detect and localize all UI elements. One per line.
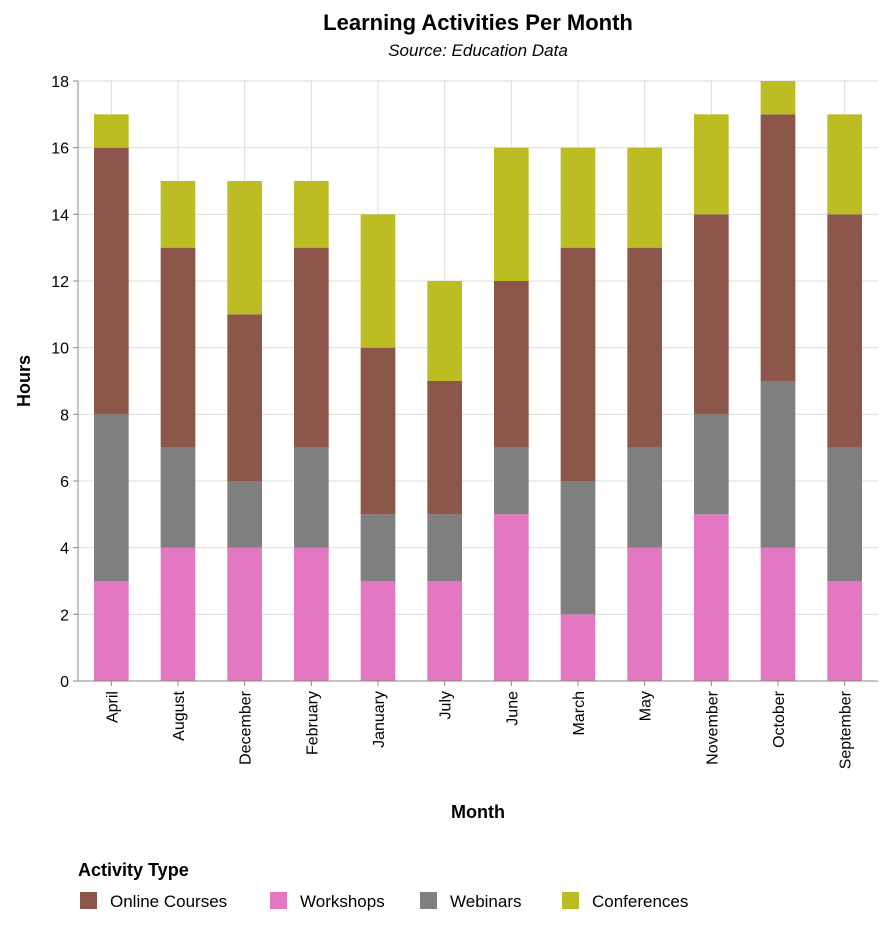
bar-workshops-january [360, 581, 396, 681]
x-axis-title: Month [451, 802, 505, 822]
bar-workshops-september [827, 581, 862, 681]
axes: 0 2 4 6 8 10 12 14 16 18 April August December Februa… [51, 74, 878, 769]
legend-label: Online Courses [110, 892, 227, 911]
x-tick-label: August [171, 690, 188, 740]
bar-online-courses-may [627, 247, 662, 448]
bar-conferences-october [760, 81, 796, 115]
bar-online-courses-august [160, 247, 196, 448]
bar-webinars-march [560, 481, 596, 615]
bar-workshops-october [760, 547, 796, 681]
x-tick-label: June [504, 691, 521, 726]
legend-swatch [80, 892, 97, 909]
bar-online-courses-april [94, 147, 129, 415]
x-tick-label: May [638, 691, 655, 721]
bar-workshops-april [94, 581, 129, 681]
y-tick-label: 4 [60, 541, 69, 558]
bar-workshops-march [560, 614, 596, 681]
bar-conferences-august [160, 181, 196, 248]
bar-conferences-february [294, 181, 329, 248]
legend-title: Activity Type [78, 860, 189, 880]
bar-webinars-october [760, 381, 796, 548]
grid [78, 80, 878, 682]
bar-webinars-february [294, 447, 329, 548]
bar-online-courses-february [294, 247, 329, 448]
y-tick-label: 6 [60, 474, 69, 491]
bar-webinars-june [494, 447, 529, 515]
bar-conferences-july [427, 281, 462, 381]
bar-webinars-november [694, 414, 729, 515]
y-tick-label: 8 [60, 407, 69, 424]
bars [94, 81, 862, 681]
bar-conferences-january [360, 214, 396, 348]
y-tick-label: 18 [51, 74, 69, 91]
y-axis-title: Hours [14, 355, 34, 407]
bar-workshops-november [694, 514, 729, 681]
bar-conferences-may [627, 147, 662, 248]
bar-webinars-july [427, 514, 462, 581]
bar-online-courses-july [427, 381, 462, 515]
x-tick-label: July [438, 691, 455, 719]
chart-subtitle: Source: Education Data [388, 41, 568, 60]
x-tick-label: December [238, 690, 255, 764]
x-tick-label: April [104, 691, 121, 723]
bar-online-courses-december [227, 314, 262, 481]
bar-webinars-april [94, 414, 129, 581]
bar-online-courses-january [360, 347, 396, 515]
bar-workshops-february [294, 547, 329, 681]
bar-online-courses-november [694, 214, 729, 415]
bar-conferences-november [694, 114, 729, 215]
legend-swatch [270, 892, 287, 909]
bar-webinars-december [227, 481, 262, 548]
legend: Online Courses Workshops Webinars Conferenc… [80, 892, 688, 911]
bar-conferences-april [94, 114, 129, 148]
bar-conferences-september [827, 114, 862, 215]
bar-workshops-august [160, 547, 196, 681]
y-tick-label: 10 [51, 341, 69, 358]
bar-workshops-december [227, 547, 262, 681]
bar-workshops-june [494, 514, 529, 681]
x-tick-label: March [571, 691, 588, 735]
bar-conferences-june [494, 147, 529, 281]
legend-label: Workshops [300, 892, 385, 911]
bar-online-courses-september [827, 214, 862, 448]
bar-online-courses-june [494, 281, 529, 448]
legend-label: Conferences [592, 892, 688, 911]
bar-webinars-september [827, 447, 862, 581]
y-tick-label: 16 [51, 141, 69, 158]
y-tick-label: 12 [51, 274, 69, 291]
bar-workshops-july [427, 581, 462, 681]
x-tick-label: September [838, 690, 855, 769]
bar-conferences-december [227, 181, 262, 315]
x-tick-label: January [371, 691, 388, 748]
x-tick-label: February [304, 691, 321, 755]
y-tick-label: 2 [60, 607, 69, 624]
y-tick-label: 0 [60, 674, 69, 691]
legend-swatch [562, 892, 579, 909]
bar-online-courses-october [760, 114, 796, 381]
bar-conferences-march [560, 147, 596, 248]
bar-online-courses-march [560, 247, 596, 481]
x-tick-label: November [704, 690, 721, 764]
legend-label: Webinars [450, 892, 522, 911]
bar-webinars-august [160, 447, 196, 548]
legend-swatch [420, 892, 437, 909]
bar-webinars-january [360, 514, 396, 581]
bar-webinars-may [627, 447, 662, 548]
bar-workshops-may [627, 547, 662, 681]
x-tick-label: October [771, 690, 788, 748]
y-tick-label: 14 [51, 207, 69, 224]
chart-title: Learning Activities Per Month [323, 10, 633, 35]
